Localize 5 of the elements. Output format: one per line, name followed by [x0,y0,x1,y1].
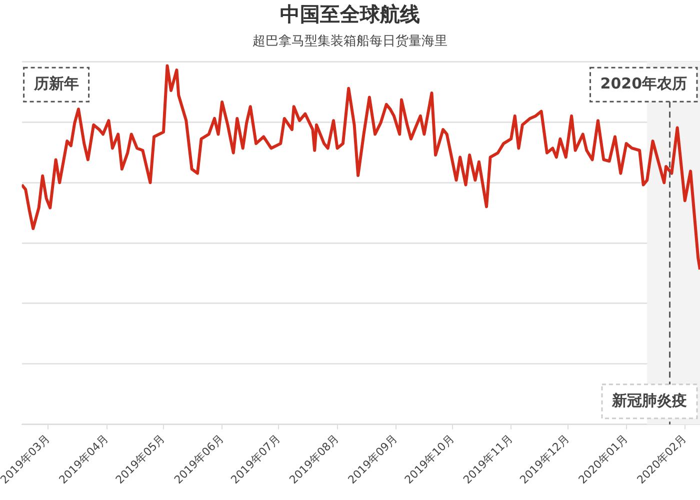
annotation: 历新年 [32,74,79,92]
chart-subtitle: 超巴拿马型集装箱船每日货量海里 [252,34,448,50]
ref-line-label: 2020年农历 [600,74,687,92]
chart-title: 中国至全球航线 [280,2,420,26]
band-label: 新冠肺炎疫 [611,391,687,410]
